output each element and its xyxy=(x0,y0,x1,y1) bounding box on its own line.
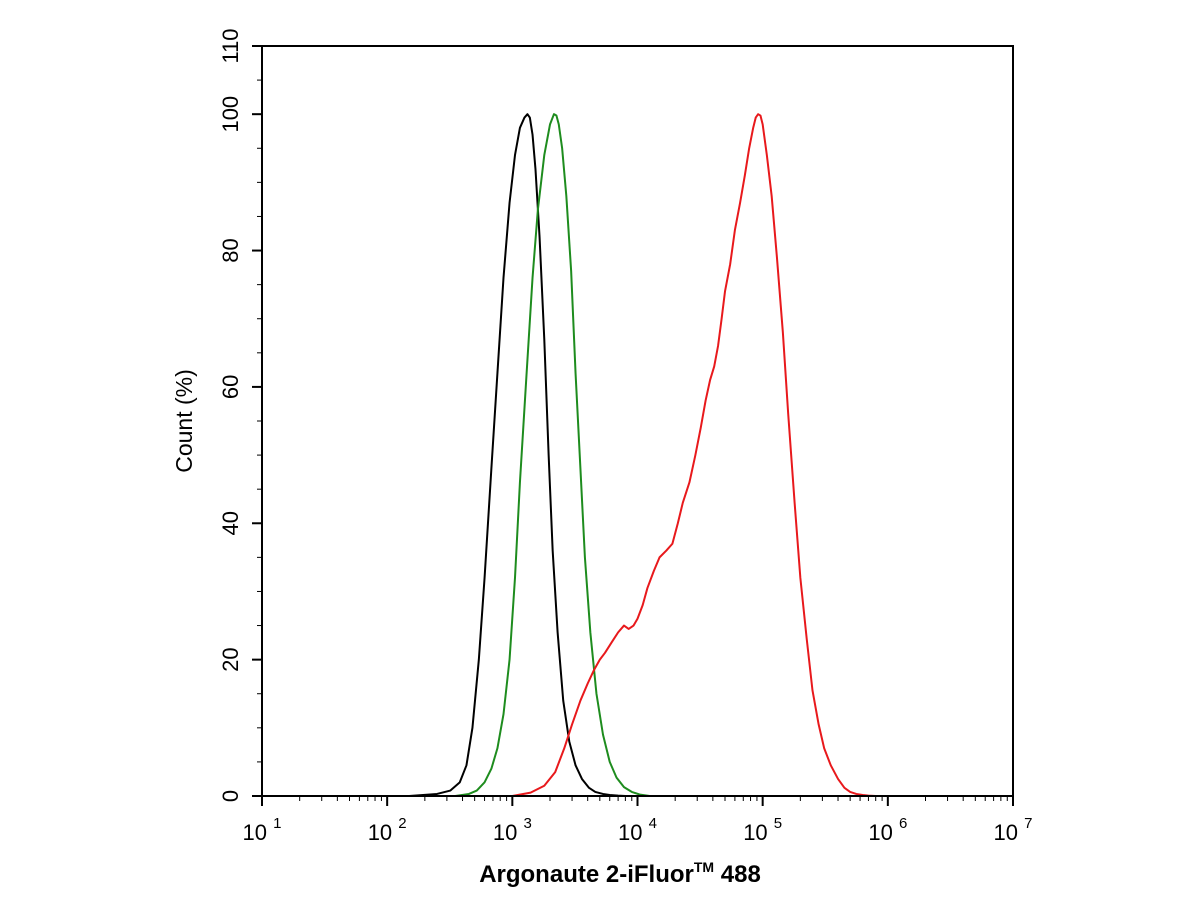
series-line-2 xyxy=(455,113,650,797)
y-tick-label: 60 xyxy=(218,375,243,399)
y-axis-title: Count (%) xyxy=(171,369,197,473)
y-tick-label: 80 xyxy=(218,238,243,262)
x-tick-label: 10 3 xyxy=(493,815,532,845)
x-tick-label: 10 7 xyxy=(994,815,1033,845)
y-tick-label: 100 xyxy=(218,96,243,133)
x-tick-label: 10 6 xyxy=(868,815,907,845)
x-tick-label: 10 1 xyxy=(243,815,282,845)
x-tick-label: 10 4 xyxy=(618,815,657,845)
x-axis: 10 1 10 2 10 3 10 4 10 5 10 6 10 7 xyxy=(243,796,1033,845)
y-tick-label: 110 xyxy=(218,28,243,63)
x-axis-title: Argonaute 2-iFluorTM 488 xyxy=(479,859,761,888)
series-line-1 xyxy=(409,113,626,797)
y-tick-label: 0 xyxy=(218,790,243,802)
y-axis: 0 20 40 60 80 100 110 xyxy=(218,28,262,802)
series-layer xyxy=(409,113,888,797)
y-tick-label: 40 xyxy=(218,511,243,535)
x-tick-label: 10 5 xyxy=(743,815,782,845)
x-tick-label: 10 2 xyxy=(368,815,407,845)
series-line-3 xyxy=(512,113,888,797)
y-tick-label: 20 xyxy=(218,647,243,671)
plot-frame xyxy=(261,45,1014,797)
